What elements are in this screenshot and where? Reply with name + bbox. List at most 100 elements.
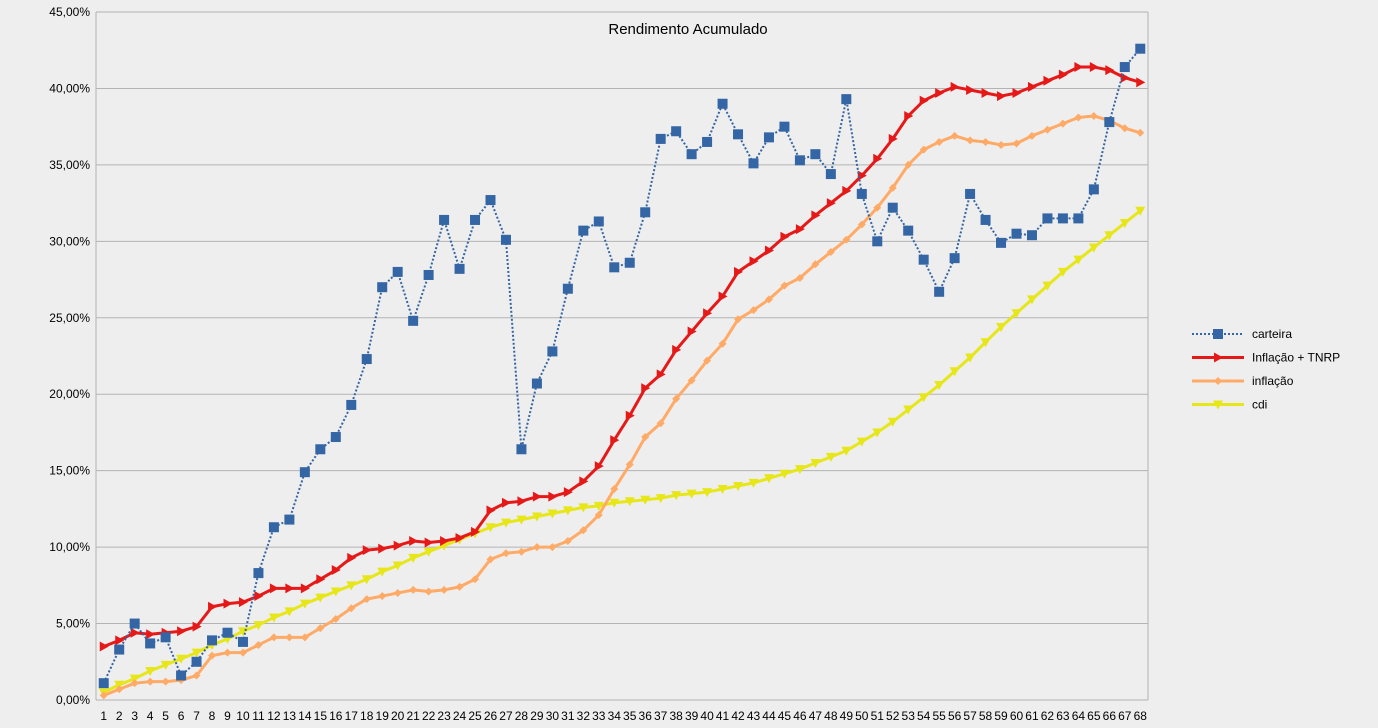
data-point bbox=[950, 81, 960, 92]
data-point bbox=[593, 501, 604, 511]
data-point bbox=[547, 346, 558, 357]
data-point bbox=[1088, 243, 1099, 253]
data-point bbox=[440, 585, 449, 594]
data-point bbox=[346, 581, 357, 591]
legend-label: cdi bbox=[1252, 398, 1267, 412]
legend-item: inflação bbox=[1192, 374, 1294, 388]
data-point bbox=[176, 654, 187, 664]
data-point bbox=[1043, 75, 1053, 86]
data-point bbox=[532, 491, 542, 502]
x-tick-label: 15 bbox=[314, 709, 328, 723]
data-point bbox=[146, 629, 156, 640]
data-point bbox=[548, 543, 557, 552]
data-point bbox=[950, 131, 959, 140]
data-point bbox=[826, 248, 835, 257]
legend-item: cdi bbox=[1192, 398, 1267, 412]
data-point bbox=[254, 640, 263, 649]
data-point bbox=[99, 691, 108, 700]
data-point bbox=[1026, 230, 1037, 241]
data-point bbox=[146, 677, 155, 686]
x-tick-label: 9 bbox=[224, 709, 231, 723]
data-point bbox=[299, 599, 310, 609]
data-point bbox=[130, 679, 139, 688]
data-point bbox=[857, 170, 867, 181]
legend-marker bbox=[1214, 352, 1223, 363]
x-tick-label: 27 bbox=[499, 709, 513, 723]
data-point bbox=[763, 474, 774, 484]
data-point bbox=[1088, 184, 1099, 195]
data-point bbox=[996, 322, 1007, 332]
legend-label: inflação bbox=[1252, 374, 1294, 388]
data-point bbox=[362, 595, 371, 604]
data-point bbox=[1136, 77, 1146, 88]
x-tick-label: 18 bbox=[360, 709, 374, 723]
x-tick-label: 61 bbox=[1025, 709, 1039, 723]
x-tick-label: 8 bbox=[209, 709, 216, 723]
data-point bbox=[641, 383, 651, 394]
x-tick-label: 44 bbox=[762, 709, 776, 723]
data-point bbox=[841, 446, 852, 456]
x-tick-label: 4 bbox=[147, 709, 154, 723]
data-point bbox=[625, 410, 635, 421]
data-point bbox=[1104, 117, 1115, 128]
x-tick-label: 48 bbox=[824, 709, 838, 723]
data-point bbox=[1089, 111, 1098, 120]
data-point bbox=[919, 95, 929, 106]
data-point bbox=[562, 506, 573, 516]
data-point bbox=[362, 545, 372, 556]
x-tick-label: 63 bbox=[1056, 709, 1070, 723]
y-tick-label: 10,00% bbox=[49, 540, 90, 554]
data-point bbox=[237, 636, 248, 647]
data-point bbox=[378, 592, 387, 601]
data-point bbox=[516, 515, 527, 525]
data-point bbox=[578, 503, 589, 513]
data-point bbox=[1043, 125, 1052, 134]
y-tick-label: 15,00% bbox=[49, 464, 90, 478]
data-point bbox=[903, 225, 914, 236]
data-point bbox=[686, 149, 697, 160]
data-point bbox=[981, 137, 990, 146]
data-point bbox=[1073, 213, 1084, 224]
data-point bbox=[1058, 119, 1067, 128]
x-tick-label: 25 bbox=[468, 709, 482, 723]
data-point bbox=[454, 263, 465, 274]
data-point bbox=[749, 306, 758, 315]
data-point bbox=[656, 419, 665, 428]
data-point bbox=[996, 237, 1007, 248]
data-point bbox=[997, 91, 1007, 102]
data-point bbox=[517, 496, 527, 507]
data-point bbox=[99, 641, 109, 652]
x-tick-label: 47 bbox=[809, 709, 823, 723]
data-point bbox=[795, 274, 804, 283]
data-point bbox=[330, 432, 341, 443]
x-tick-label: 53 bbox=[902, 709, 916, 723]
data-point bbox=[145, 666, 156, 676]
data-point bbox=[300, 583, 310, 594]
data-point bbox=[687, 326, 697, 337]
data-point bbox=[269, 633, 278, 642]
data-point bbox=[872, 428, 883, 438]
data-point bbox=[346, 399, 357, 410]
data-point bbox=[485, 195, 496, 206]
x-tick-label: 36 bbox=[639, 709, 653, 723]
data-point bbox=[965, 353, 976, 363]
data-point bbox=[424, 587, 433, 596]
data-point bbox=[114, 680, 125, 690]
data-point bbox=[517, 547, 526, 556]
data-point bbox=[655, 494, 666, 504]
data-point bbox=[872, 236, 883, 247]
data-point bbox=[299, 467, 310, 478]
data-point bbox=[331, 565, 341, 576]
data-point bbox=[934, 381, 945, 391]
x-tick-label: 59 bbox=[994, 709, 1008, 723]
data-point bbox=[440, 535, 450, 546]
x-tick-label: 21 bbox=[406, 709, 420, 723]
data-point bbox=[687, 376, 696, 385]
data-point bbox=[439, 214, 450, 225]
legend-marker bbox=[1213, 400, 1223, 410]
data-point bbox=[393, 540, 403, 551]
data-point bbox=[703, 308, 713, 319]
data-point bbox=[733, 129, 744, 140]
data-point bbox=[718, 291, 728, 302]
